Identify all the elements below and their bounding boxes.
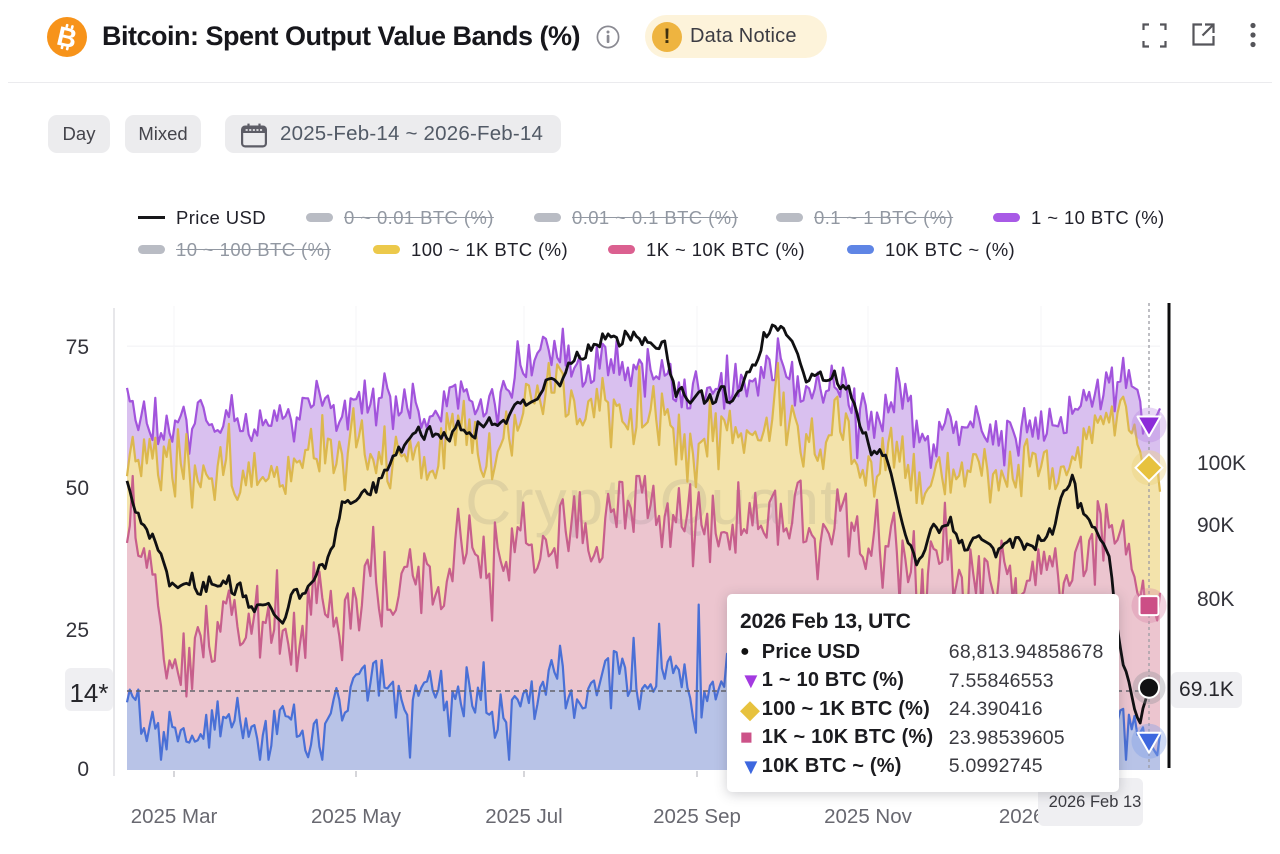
svg-text:2025 May: 2025 May [311, 805, 402, 828]
svg-text:25: 25 [66, 619, 89, 642]
svg-text:2025 Nov: 2025 Nov [824, 805, 913, 828]
svg-text:80K: 80K [1197, 588, 1234, 611]
svg-text:100K: 100K [1197, 452, 1246, 475]
svg-text:2025 Mar: 2025 Mar [131, 805, 218, 828]
svg-text:75: 75 [66, 336, 89, 359]
svg-text:50: 50 [66, 477, 89, 500]
svg-text:2025 Jul: 2025 Jul [485, 805, 563, 828]
svg-text:2025 Sep: 2025 Sep [653, 805, 741, 828]
svg-text:90K: 90K [1197, 514, 1234, 537]
svg-text:0: 0 [77, 758, 89, 781]
